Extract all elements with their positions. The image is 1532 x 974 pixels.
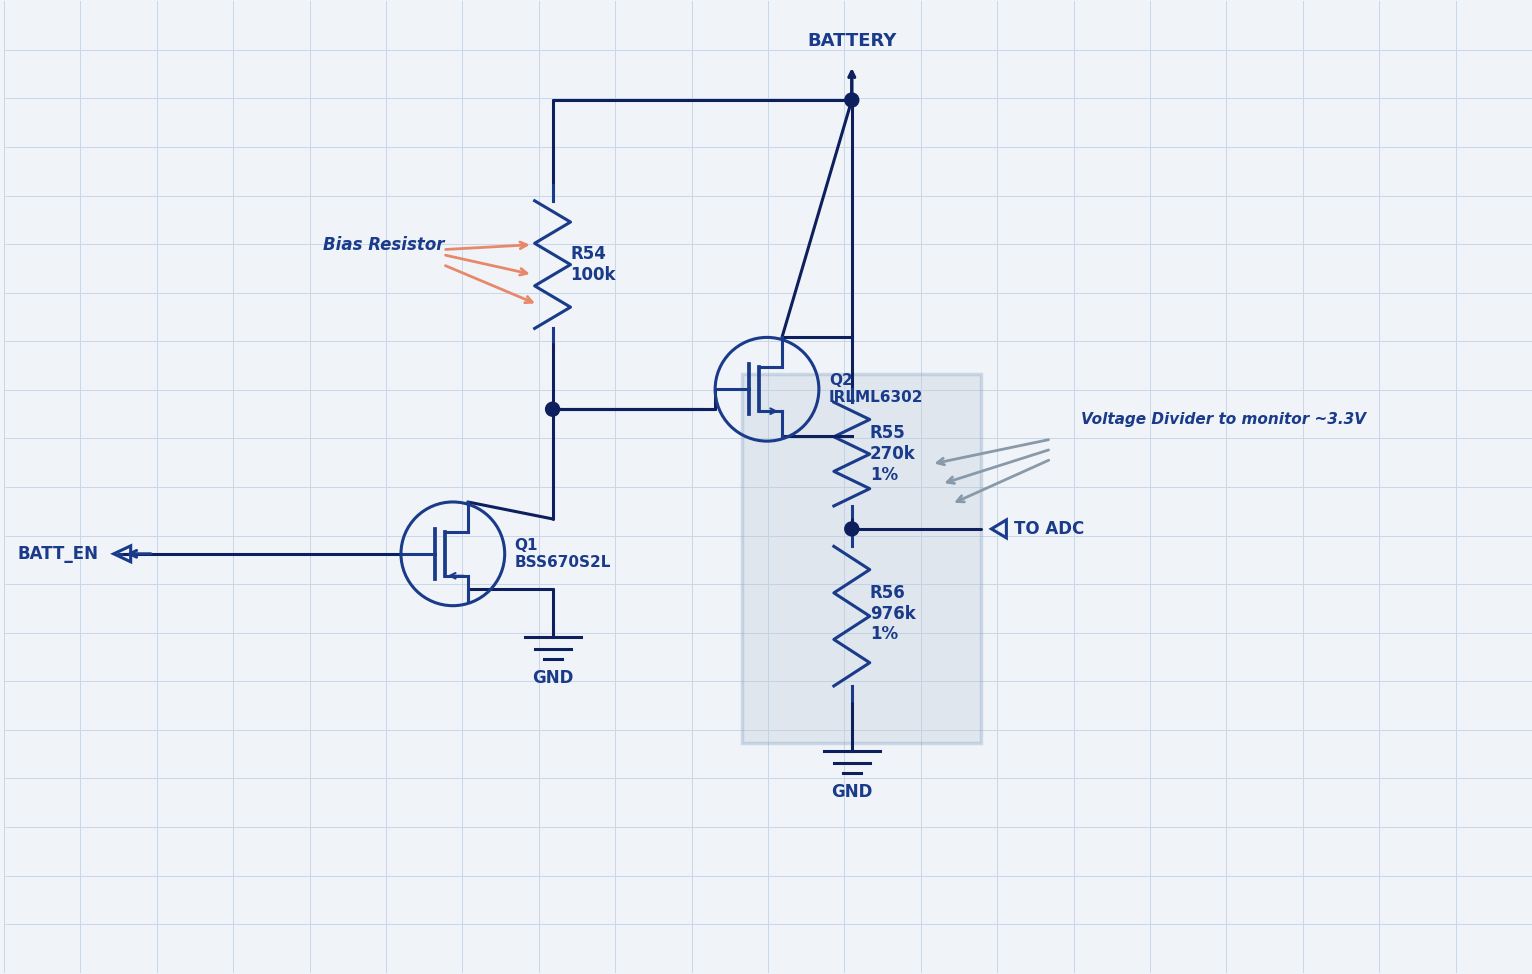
Bar — [741, 374, 982, 743]
Text: R56
976k
1%: R56 976k 1% — [870, 583, 916, 644]
Circle shape — [545, 402, 559, 416]
Text: BATT_EN: BATT_EN — [18, 544, 98, 563]
Text: TO ADC: TO ADC — [1014, 520, 1085, 538]
Text: Voltage Divider to monitor ~3.3V: Voltage Divider to monitor ~3.3V — [1082, 412, 1367, 427]
Text: Bias Resistor: Bias Resistor — [323, 236, 444, 253]
Text: R55
270k
1%: R55 270k 1% — [870, 425, 916, 484]
Text: R54
100k: R54 100k — [570, 245, 616, 284]
Text: Q1
BSS670S2L: Q1 BSS670S2L — [515, 538, 611, 570]
Text: GND: GND — [532, 668, 573, 687]
Text: Q2
IRLML6302: Q2 IRLML6302 — [829, 373, 924, 405]
Circle shape — [844, 94, 859, 107]
Circle shape — [844, 522, 859, 536]
Text: BATTERY: BATTERY — [807, 32, 896, 50]
Text: GND: GND — [830, 783, 873, 802]
